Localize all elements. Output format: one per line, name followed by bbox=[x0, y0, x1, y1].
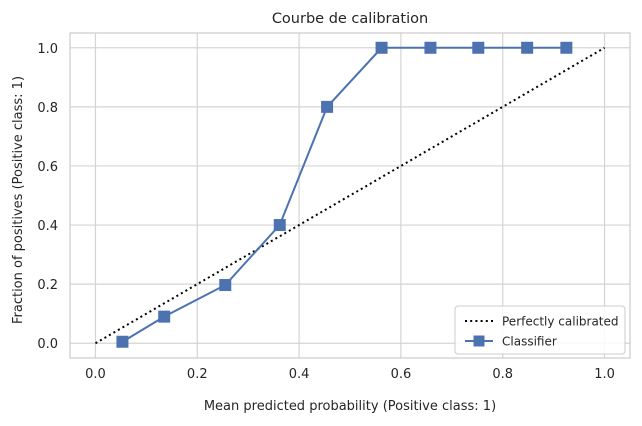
x-tick-label: 0.4 bbox=[289, 367, 310, 382]
y-tick-label: 1.0 bbox=[37, 42, 58, 57]
x-tick-label: 0.6 bbox=[391, 367, 412, 382]
series-layer bbox=[94, 41, 606, 348]
x-tick-label: 0.2 bbox=[187, 367, 208, 382]
legend-label-classifier: Classifier bbox=[502, 335, 557, 349]
y-axis-label: Fraction of positives (Positive class: 1… bbox=[11, 76, 26, 324]
plot-frame bbox=[69, 32, 631, 359]
data-point-classifier bbox=[560, 41, 573, 54]
x-tick-label: 1.0 bbox=[594, 367, 615, 382]
data-point-classifier bbox=[158, 310, 171, 323]
legend-marker-classifier bbox=[473, 335, 485, 347]
y-tick-label: 0.4 bbox=[37, 219, 58, 234]
data-point-classifier bbox=[273, 219, 286, 232]
data-point-classifier bbox=[521, 41, 534, 54]
series-line-classifier bbox=[121, 46, 567, 343]
x-tick-label: 0.8 bbox=[492, 367, 513, 382]
x-tick-label: 0.0 bbox=[85, 367, 106, 382]
y-tick-label: 0.0 bbox=[37, 337, 58, 352]
data-point-classifier bbox=[219, 279, 232, 292]
data-point-classifier bbox=[375, 41, 388, 54]
data-point-classifier bbox=[424, 41, 437, 54]
data-point-classifier bbox=[321, 100, 334, 113]
legend-label-perfectly-calibrated: Perfectly calibrated bbox=[502, 315, 619, 329]
chart-title: Courbe de calibration bbox=[272, 11, 428, 27]
grid-layer bbox=[70, 33, 630, 358]
y-tick-label: 0.6 bbox=[37, 160, 58, 175]
x-axis-label: Mean predicted probability (Positive cla… bbox=[204, 399, 496, 414]
legend: Perfectly calibrated Classifier bbox=[454, 305, 626, 355]
y-tick-label: 0.2 bbox=[37, 278, 58, 293]
tick-labels: 0.0 0.2 0.4 0.6 0.8 1.0 0.0 0.2 0.4 0.6 0.8 1.0 bbox=[37, 42, 615, 382]
series-line-perfectly-calibrated bbox=[94, 46, 606, 345]
data-point-classifier bbox=[472, 41, 485, 54]
legend-box bbox=[454, 305, 626, 355]
y-tick-label: 0.8 bbox=[37, 101, 58, 116]
data-point-classifier bbox=[116, 335, 129, 348]
